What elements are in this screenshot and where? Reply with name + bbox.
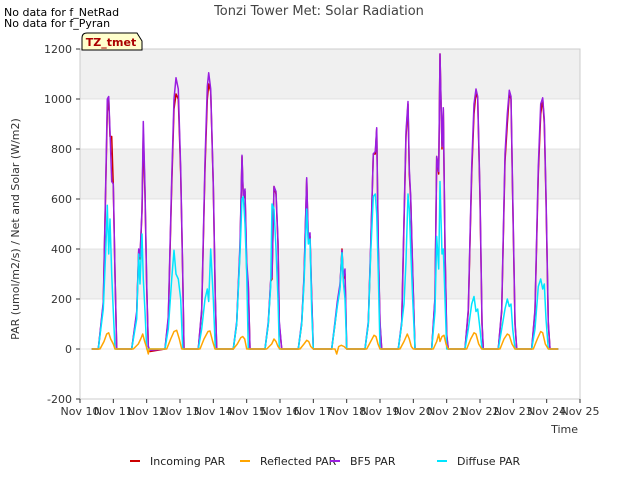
x-tick-label-25: Nov 25 [561, 405, 600, 418]
x-tick-label-24: Nov 24 [527, 405, 566, 418]
legend-label-reflected-par: Reflected PAR [260, 455, 337, 468]
x-tick-label-10: Nov 10 [61, 405, 100, 418]
x-tick-label-13: Nov 13 [161, 405, 200, 418]
x-tick-label-12: Nov 12 [127, 405, 166, 418]
plot-area [80, 49, 580, 399]
x-tick-label-11: Nov 11 [94, 405, 133, 418]
y-tick-label-0: 0 [65, 343, 72, 356]
x-tick-label-20: Nov 20 [394, 405, 433, 418]
x-tick-label-14: Nov 14 [194, 405, 233, 418]
x-axis-label: Time [550, 423, 578, 436]
x-tick-label-19: Nov 19 [361, 405, 400, 418]
legend: Incoming PAR Reflected PAR BF5 PAR Diffuse … [130, 455, 521, 468]
y-axis-ticks: -200 0 200 400 600 800 1000 1200 [44, 43, 80, 406]
plot-frame [79, 48, 581, 400]
legend-label-bf5-par: BF5 PAR [350, 455, 396, 468]
x-tick-label-15: Nov 15 [227, 405, 266, 418]
site-badge: TZ_tmet [81, 32, 143, 51]
site-badge-label: TZ_tmet [86, 36, 136, 49]
y-tick-label--200: -200 [47, 393, 72, 406]
chart-title: Tonzi Tower Met: Solar Radiation [213, 4, 424, 19]
x-tick-label-18: Nov 18 [327, 405, 366, 418]
legend-label-diffuse-par: Diffuse PAR [457, 455, 521, 468]
x-tick-label-16: Nov 16 [261, 405, 300, 418]
series-line-reflected-par [91, 329, 559, 355]
no-data-note-pyran: No data for f_Pyran [4, 17, 111, 30]
y-tick-label-200: 200 [51, 293, 72, 306]
background-band-1 [80, 149, 580, 199]
x-tick-label-17: Nov 17 [294, 405, 333, 418]
background-band-2 [80, 49, 580, 99]
y-tick-label-400: 400 [51, 243, 72, 256]
x-tick-label-23: Nov 23 [494, 405, 533, 418]
legend-label-incoming-par: Incoming PAR [150, 455, 226, 468]
plot-background [80, 49, 580, 399]
x-tick-label-21: Nov 21 [427, 405, 466, 418]
y-tick-label-600: 600 [51, 193, 72, 206]
y-tick-label-1200: 1200 [44, 43, 72, 56]
series-layer [91, 53, 559, 355]
y-axis-label: PAR (umol/m2/s) / Net and Solar (W/m2) [9, 118, 22, 340]
no-data-note-netrad: No data for f_NetRad [4, 6, 120, 19]
y-tick-label-800: 800 [51, 143, 72, 156]
y-tick-label-1000: 1000 [44, 93, 72, 106]
x-tick-label-22: Nov 22 [461, 405, 500, 418]
background-band-0 [80, 249, 580, 299]
